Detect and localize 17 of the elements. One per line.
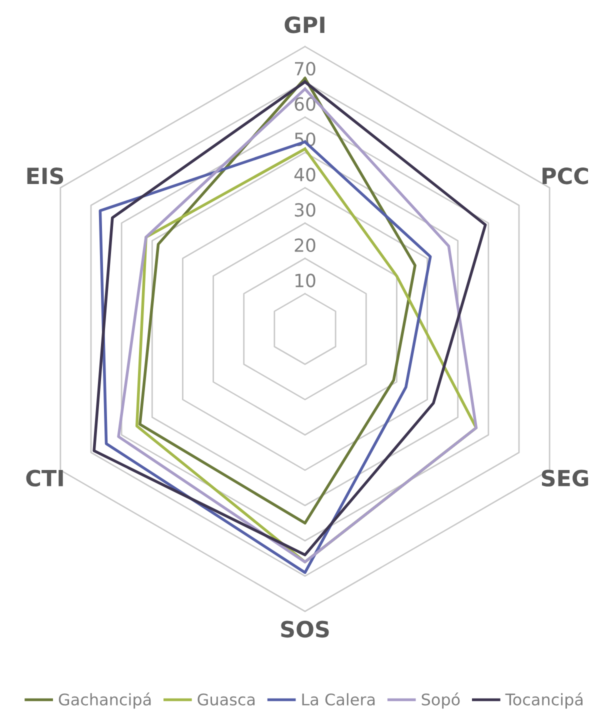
legend-label: Guasca <box>198 693 255 706</box>
y-tick-label: 30 <box>294 203 316 217</box>
spoke-label: SOS <box>281 620 329 638</box>
legend-label: La Calera <box>302 693 375 706</box>
y-tick-label: 60 <box>294 97 316 111</box>
spoke-label: CTI <box>26 470 63 486</box>
spoke-label: GPI <box>284 16 324 34</box>
y-tick-label: 70 <box>294 62 316 76</box>
spoke-label: EIS <box>27 168 64 184</box>
spoke-label: SEG <box>542 470 588 486</box>
y-tick-label: 20 <box>294 238 316 252</box>
legend-label: Sopó <box>422 692 460 709</box>
legend-label: Tocancipá <box>505 692 583 709</box>
legend-label: Gachancipá <box>58 692 151 709</box>
y-tick-label: 10 <box>295 274 316 288</box>
y-tick-label: 40 <box>294 168 316 182</box>
spoke-label: PCC <box>542 168 588 184</box>
